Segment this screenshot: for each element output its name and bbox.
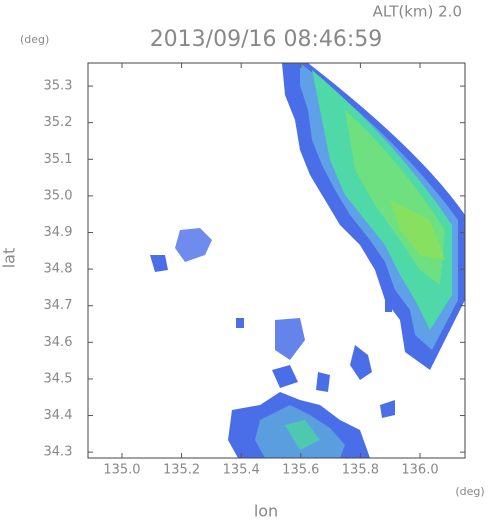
x-tick-label: 136.0 xyxy=(401,463,438,478)
y-tick-label: 34.8 xyxy=(44,262,73,277)
altitude-label: ALT(km) 2.0 xyxy=(373,3,462,21)
y-tick-label: 35.1 xyxy=(44,152,73,167)
x-axis-label: lon xyxy=(254,502,278,521)
x-tick-label: 135.8 xyxy=(342,463,379,478)
x-tick-label: 135.0 xyxy=(103,463,140,478)
y-unit: (deg) xyxy=(20,33,49,46)
chart-title: 2013/09/16 08:46:59 xyxy=(150,27,383,52)
y-tick-label: 35.3 xyxy=(44,79,73,94)
x-tick-label: 135.6 xyxy=(282,463,319,478)
x-tick-label: 135.4 xyxy=(223,463,260,478)
y-tick-label: 34.7 xyxy=(44,298,73,313)
y-tick-label: 34.6 xyxy=(44,335,73,350)
y-tick-label: 34.5 xyxy=(44,371,73,386)
x-tick-label: 135.2 xyxy=(163,463,200,478)
radar-echo xyxy=(150,63,465,458)
y-tick-label: 34.9 xyxy=(44,225,73,240)
y-tick-label: 34.3 xyxy=(44,445,73,460)
x-unit: (deg) xyxy=(455,485,484,498)
y-axis-label: lat xyxy=(0,248,19,269)
y-tick-label: 35.2 xyxy=(44,115,73,130)
plot-frame xyxy=(87,62,466,459)
y-tick-label: 35.0 xyxy=(44,188,73,203)
y-tick-label: 34.4 xyxy=(44,408,73,423)
